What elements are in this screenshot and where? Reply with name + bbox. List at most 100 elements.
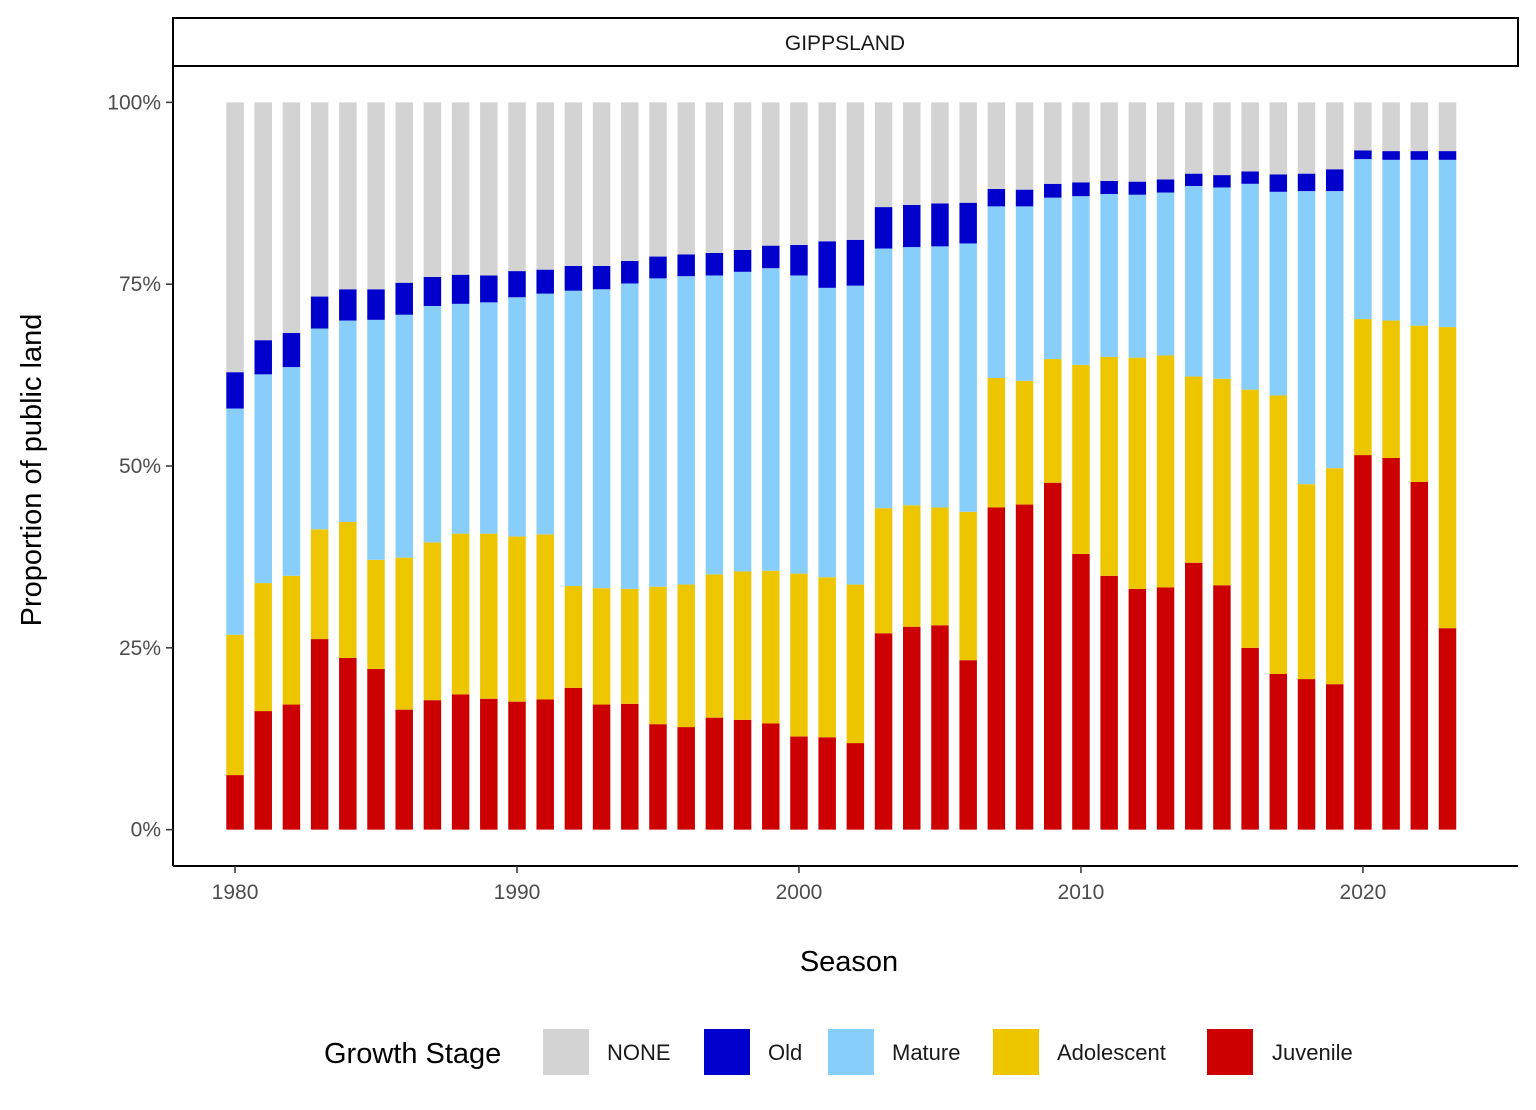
bar-none-1982 [282, 102, 301, 333]
bar-mature-2009 [1044, 197, 1062, 360]
bar-mature-2010 [1072, 196, 1090, 365]
legend-label-juvenile: Juvenile [1272, 1040, 1353, 1065]
bar-adolescent-1986 [395, 557, 413, 710]
bar-old-2007 [987, 188, 1006, 207]
bar-old-2012 [1128, 181, 1147, 195]
bar-old-1990 [508, 271, 526, 298]
bar-juvenile-1989 [480, 698, 498, 830]
bar-juvenile-2013 [1156, 587, 1175, 830]
bar-juvenile-1984 [339, 658, 357, 830]
bar-none-2012 [1128, 102, 1147, 182]
bar-juvenile-2005 [931, 625, 949, 830]
bar-none-1986 [395, 102, 413, 283]
bar-adolescent-1988 [451, 533, 470, 695]
bar-adolescent-1985 [367, 559, 385, 669]
bar-old-1997 [705, 252, 724, 276]
bar-none-2017 [1269, 102, 1288, 175]
bar-old-2003 [874, 207, 893, 249]
bar-none-2002 [846, 102, 865, 240]
bar-adolescent-2015 [1213, 378, 1231, 586]
bar-old-2016 [1241, 171, 1259, 184]
bar-none-1981 [254, 102, 272, 341]
bar-old-2020 [1354, 150, 1372, 160]
bar-adolescent-1989 [480, 533, 498, 699]
bar-old-2004 [903, 204, 921, 248]
bar-mature-1982 [282, 367, 301, 576]
legend: Growth Stage NONE Old Mature Adolescent Juve… [324, 1029, 1353, 1075]
bar-adolescent-2009 [1044, 359, 1062, 483]
bar-none-2011 [1100, 102, 1118, 181]
bar-mature-2012 [1128, 194, 1147, 358]
bar-mature-1984 [339, 320, 357, 522]
bar-juvenile-2001 [818, 737, 836, 830]
bar-juvenile-1993 [592, 704, 611, 830]
bar-juvenile-2010 [1072, 554, 1090, 830]
bar-mature-2004 [903, 247, 921, 506]
bar-adolescent-1992 [564, 586, 583, 688]
bar-mature-1999 [762, 268, 780, 571]
bar-old-1993 [592, 266, 611, 290]
bar-juvenile-1982 [282, 704, 301, 830]
bar-mature-1994 [621, 283, 639, 589]
bar-old-2000 [790, 244, 808, 276]
bar-old-2011 [1100, 180, 1118, 194]
bar-none-1984 [339, 102, 357, 290]
bar-old-2019 [1325, 169, 1344, 192]
bar-adolescent-2014 [1184, 376, 1203, 563]
bar-none-1988 [451, 102, 470, 275]
bar-none-2006 [959, 102, 977, 203]
bar-none-2001 [818, 102, 836, 242]
bar-none-2009 [1044, 102, 1062, 184]
y-tick-label: 0% [131, 819, 161, 842]
bar-old-2023 [1438, 151, 1457, 160]
bar-old-2015 [1213, 175, 1231, 188]
bar-mature-1993 [592, 289, 611, 589]
bar-old-1984 [339, 289, 357, 321]
bar-none-2008 [1015, 102, 1034, 190]
bar-juvenile-1987 [423, 700, 442, 830]
bar-juvenile-1986 [395, 709, 413, 830]
bar-adolescent-2013 [1156, 355, 1175, 588]
legend-title: Growth Stage [324, 1038, 501, 1070]
bar-adolescent-2016 [1241, 389, 1259, 648]
x-axis-title: Season [800, 946, 898, 978]
bar-mature-1986 [395, 314, 413, 558]
bar-adolescent-1990 [508, 536, 526, 702]
bar-old-1983 [310, 296, 329, 329]
legend-label-none: NONE [607, 1040, 671, 1065]
bar-none-2018 [1297, 102, 1316, 174]
bar-mature-1983 [310, 328, 329, 530]
bar-juvenile-2000 [790, 736, 808, 830]
bar-juvenile-2008 [1015, 504, 1034, 830]
bar-juvenile-1995 [649, 724, 667, 830]
bar-adolescent-1993 [592, 588, 611, 705]
bar-adolescent-2002 [846, 584, 865, 744]
legend-label-old: Old [768, 1040, 802, 1065]
bar-none-1994 [621, 102, 639, 261]
bar-none-1996 [677, 102, 695, 255]
facet-title: GIPPSLAND [785, 32, 905, 55]
bar-juvenile-1996 [677, 727, 695, 830]
bar-juvenile-2006 [959, 660, 977, 830]
bar-none-2005 [931, 102, 949, 204]
bar-adolescent-1997 [705, 574, 724, 718]
bar-mature-1991 [536, 293, 554, 535]
bar-juvenile-2003 [874, 633, 893, 830]
bar-juvenile-2017 [1269, 674, 1288, 830]
legend-key-mature [828, 1029, 874, 1075]
bar-none-2004 [903, 102, 921, 205]
bar-old-1989 [480, 275, 498, 303]
bar-old-1980 [226, 372, 244, 409]
bar-juvenile-1985 [367, 668, 385, 830]
bar-old-2018 [1297, 173, 1316, 192]
bar-mature-2014 [1184, 186, 1203, 377]
bar-none-2016 [1241, 102, 1259, 172]
bar-adolescent-2010 [1072, 364, 1090, 554]
bar-juvenile-2018 [1297, 679, 1316, 830]
bar-none-1983 [310, 102, 329, 297]
bar-none-1995 [649, 102, 667, 257]
bar-mature-2007 [987, 206, 1006, 378]
bar-none-2014 [1184, 102, 1203, 174]
bar-adolescent-2018 [1297, 484, 1316, 680]
bar-none-1993 [592, 102, 611, 266]
